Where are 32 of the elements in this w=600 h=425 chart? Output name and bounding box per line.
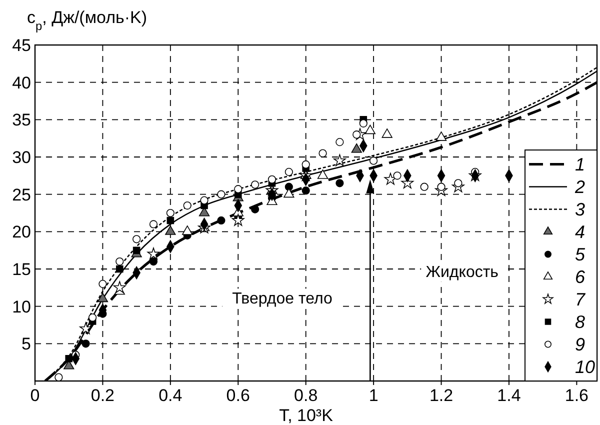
y-tick-label: 20 [12,222,31,242]
y-tick-label: 25 [12,185,31,204]
x-tick-label: 1.6 [564,386,589,405]
x-tick-label: 1 [368,386,378,405]
x-tick-label: 1.4 [497,386,521,405]
y-tick-label: 15 [12,260,31,279]
legend-label: 10 [575,356,596,377]
y-tick-label: 30 [12,148,31,167]
x-tick-label: 0.4 [158,386,182,405]
x-tick-label: 0.8 [294,386,318,405]
y-tick-label: 10 [12,297,31,316]
annotation: Жидкость [426,264,499,281]
y-axis-title: c$_{p}$, Дж/(моль·K) [27,8,148,33]
legend-label: 2 [574,176,586,197]
y-tick-label: 35 [12,110,31,130]
legend-label: 4 [575,222,586,242]
legend-label: 5 [575,244,586,264]
legend-label: 7 [575,289,586,310]
annotation: Твердое тело [232,290,333,308]
x-axis-title: T, 10³K [279,406,334,425]
x-tick-label: 0 [30,386,40,405]
y-tick-label: 40 [12,73,31,92]
x-tick-label: 1.2 [429,386,454,405]
legend-label: 1 [575,154,586,174]
legend-label: 6 [575,266,586,287]
legend-label: 8 [575,312,586,332]
legend-label: 3 [575,199,586,220]
x-tick-label: 0.2 [90,386,115,405]
y-tick-label: 5 [22,334,31,354]
y-tick-label: 45 [12,36,31,55]
legend-label: 9 [575,334,586,354]
x-tick-label: 0.6 [226,386,250,405]
